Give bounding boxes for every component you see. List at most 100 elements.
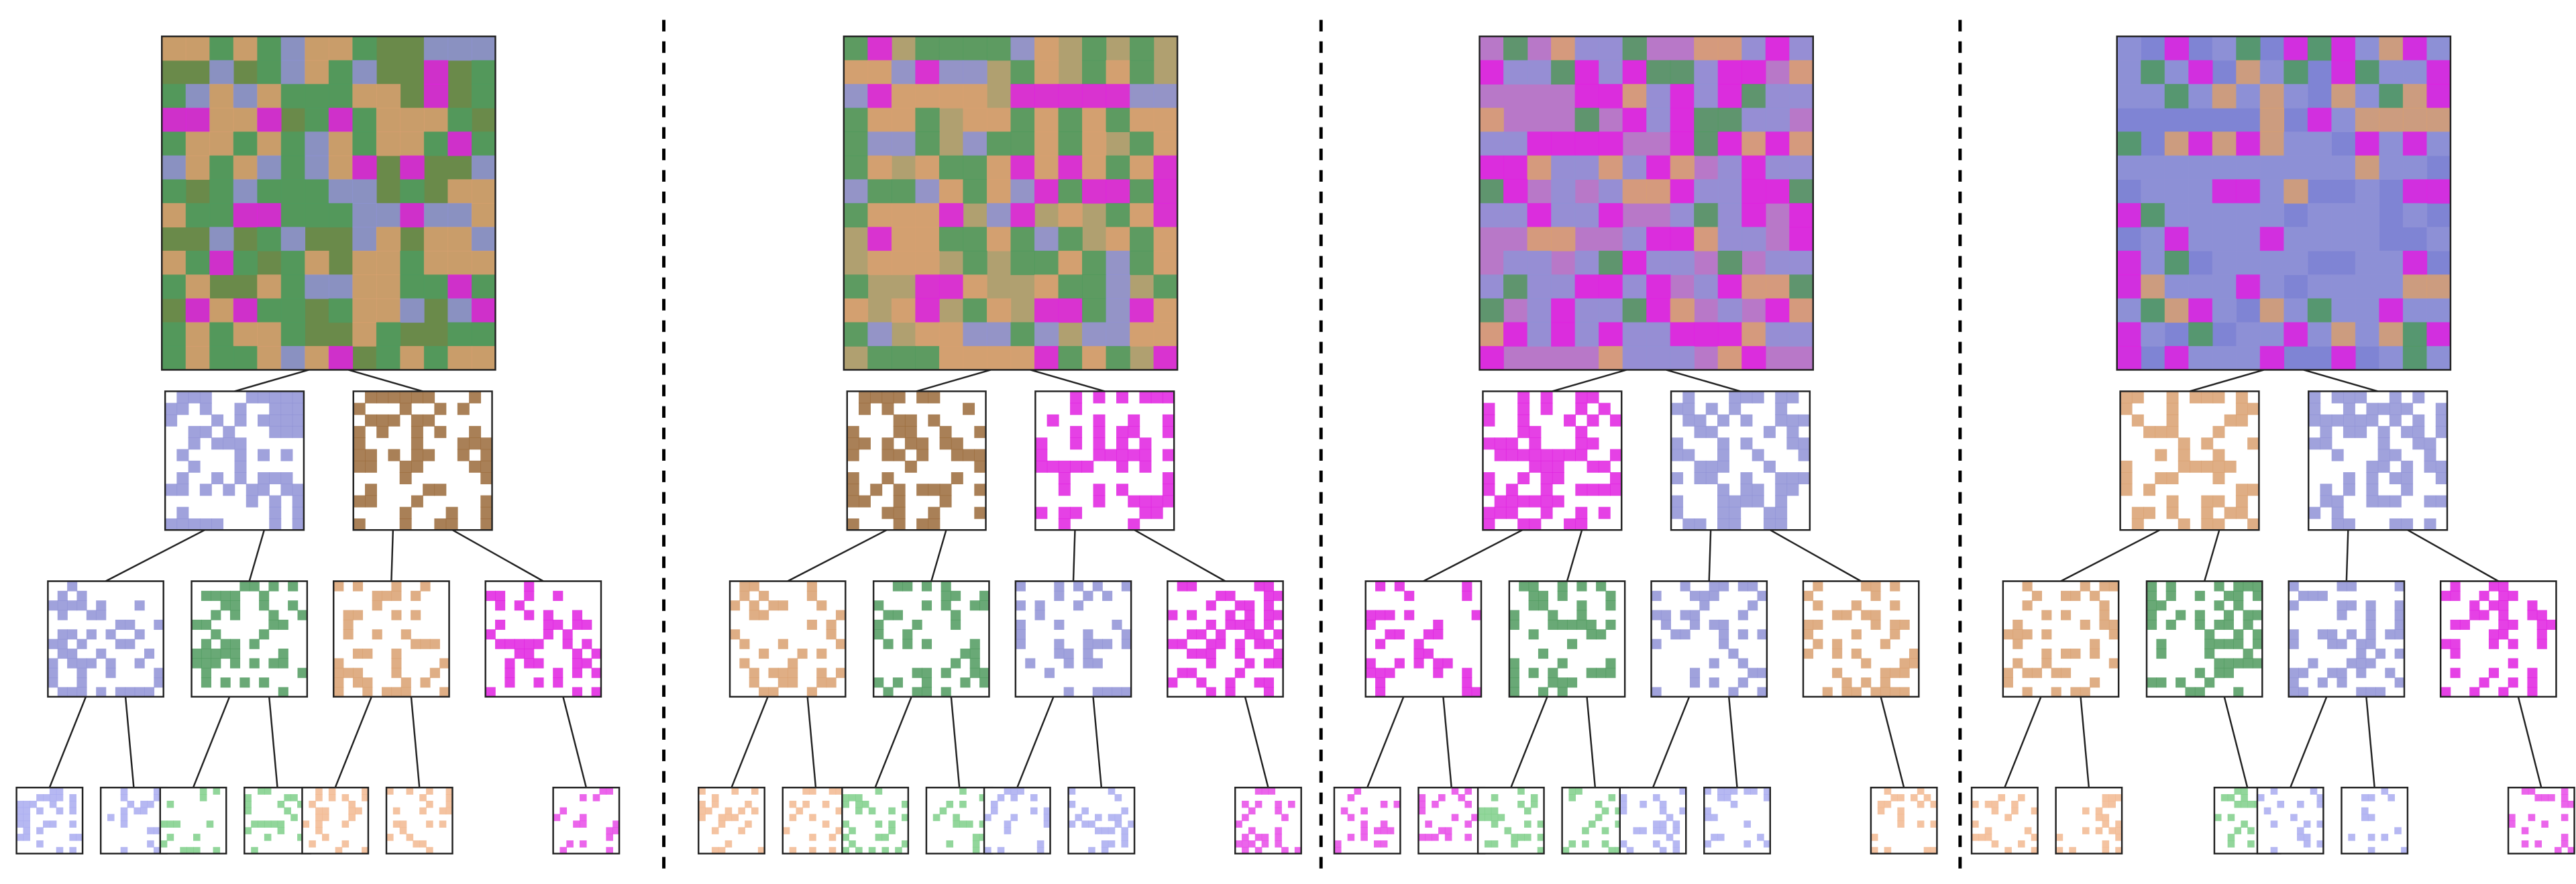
patch bbox=[974, 449, 987, 461]
patch bbox=[1275, 827, 1282, 834]
patch bbox=[2241, 794, 2248, 802]
patch bbox=[2143, 484, 2156, 496]
patch-grid bbox=[1479, 36, 1814, 371]
edge bbox=[562, 696, 588, 788]
patch bbox=[2337, 667, 2347, 678]
patch bbox=[2412, 437, 2425, 450]
patch bbox=[423, 203, 449, 228]
patch bbox=[2534, 840, 2542, 848]
patch bbox=[1494, 449, 1507, 461]
edge bbox=[916, 369, 991, 392]
patch bbox=[2379, 250, 2404, 276]
patch bbox=[348, 807, 356, 815]
patch bbox=[220, 600, 231, 611]
patch bbox=[2317, 590, 2328, 601]
patch bbox=[1139, 460, 1152, 473]
patch bbox=[566, 840, 574, 848]
patch bbox=[1575, 518, 1588, 531]
patch bbox=[1375, 687, 1386, 698]
patch bbox=[2270, 820, 2278, 828]
patch bbox=[1601, 840, 1609, 848]
patch bbox=[2426, 131, 2451, 156]
patch bbox=[2303, 840, 2311, 848]
patch bbox=[2185, 687, 2196, 698]
patch bbox=[305, 203, 329, 228]
patch bbox=[1709, 581, 1719, 592]
patch bbox=[1741, 274, 1766, 299]
patch bbox=[1092, 581, 1103, 592]
patch bbox=[352, 203, 377, 228]
patch bbox=[1234, 639, 1245, 649]
patch bbox=[1717, 345, 1742, 371]
patch bbox=[2307, 227, 2332, 252]
patch bbox=[912, 667, 922, 678]
patch bbox=[365, 391, 377, 404]
patch bbox=[2236, 155, 2261, 180]
patch bbox=[2288, 629, 2299, 640]
patch bbox=[2141, 227, 2165, 252]
patch bbox=[434, 426, 447, 439]
patch bbox=[376, 298, 401, 323]
patch bbox=[328, 794, 336, 802]
patch bbox=[1743, 820, 1751, 828]
patch bbox=[233, 131, 258, 156]
patch bbox=[1058, 484, 1071, 496]
patch bbox=[2337, 677, 2347, 688]
patch bbox=[1562, 846, 1570, 854]
patch bbox=[891, 345, 916, 371]
patch bbox=[1462, 677, 1472, 688]
patch bbox=[724, 840, 733, 848]
patch bbox=[553, 667, 564, 678]
patch bbox=[2223, 619, 2234, 630]
edge bbox=[2407, 529, 2499, 582]
patch bbox=[2147, 677, 2157, 688]
patch bbox=[251, 820, 258, 828]
patch bbox=[411, 460, 423, 473]
patch bbox=[96, 649, 107, 659]
edge bbox=[334, 696, 372, 788]
patch bbox=[362, 794, 369, 802]
patch bbox=[1162, 495, 1175, 508]
patch bbox=[1548, 667, 1558, 678]
patch bbox=[269, 391, 282, 404]
patch bbox=[2022, 687, 2033, 698]
patch bbox=[269, 518, 282, 531]
patch bbox=[1484, 807, 1492, 815]
patch bbox=[916, 437, 929, 450]
patch bbox=[2002, 677, 2013, 688]
patch bbox=[1789, 155, 1814, 180]
patch bbox=[606, 846, 613, 854]
patch bbox=[2284, 36, 2308, 61]
patch bbox=[1717, 495, 1729, 508]
patch bbox=[447, 322, 472, 347]
patch bbox=[2131, 518, 2144, 531]
patch bbox=[1503, 274, 1528, 299]
patch bbox=[2055, 846, 2063, 854]
patch bbox=[120, 814, 128, 822]
patch bbox=[591, 649, 602, 659]
patch bbox=[1114, 814, 1122, 822]
patch bbox=[867, 179, 892, 204]
patch bbox=[1930, 820, 1938, 828]
patch bbox=[1717, 460, 1729, 473]
patch bbox=[514, 649, 525, 659]
patch bbox=[297, 667, 308, 678]
patch bbox=[469, 391, 482, 404]
patch bbox=[1660, 610, 1671, 620]
patch bbox=[979, 820, 987, 828]
patch bbox=[423, 131, 449, 156]
patch bbox=[1010, 322, 1035, 347]
patch bbox=[16, 814, 24, 822]
patch bbox=[1659, 820, 1667, 828]
patch bbox=[1789, 274, 1814, 299]
patch bbox=[1519, 581, 1529, 592]
patch bbox=[881, 834, 890, 841]
patch bbox=[445, 794, 453, 802]
patch-grid bbox=[1619, 787, 1686, 854]
patch bbox=[206, 820, 214, 828]
patch bbox=[445, 807, 453, 815]
patch bbox=[902, 840, 909, 848]
patch bbox=[1991, 800, 1999, 808]
patch bbox=[1010, 787, 1018, 795]
patch bbox=[2220, 794, 2229, 802]
